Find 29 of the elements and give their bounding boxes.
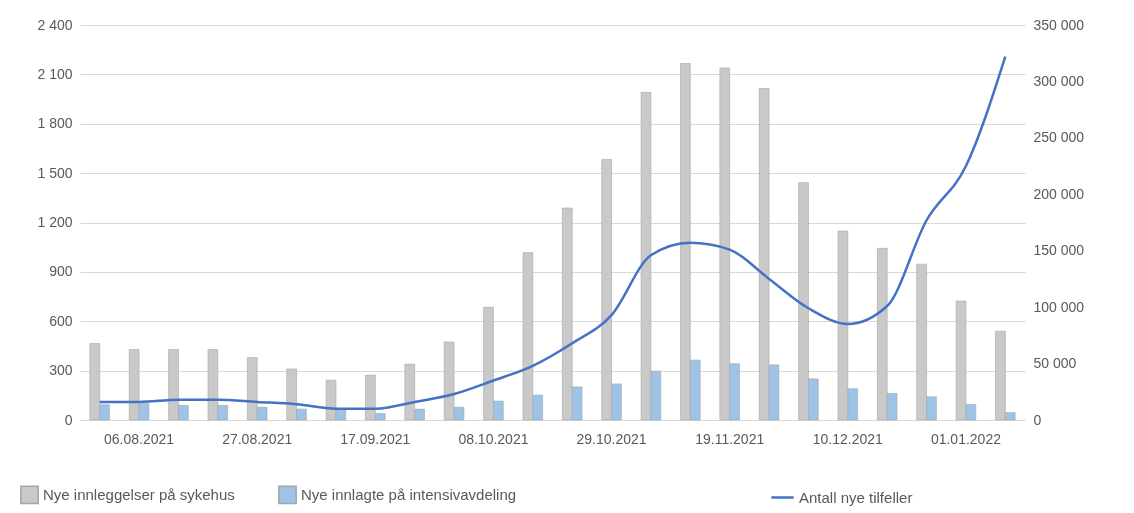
y-tick-label: 1 800 <box>37 115 73 132</box>
y2-tick-label: 0 <box>1033 411 1042 428</box>
y-tick-label: 2 400 <box>37 16 73 33</box>
x-tick-label: 19.11.2021 <box>695 430 765 447</box>
x-tick-label: 29.10.2021 <box>576 430 647 447</box>
y-tick-label: 1 500 <box>37 164 73 181</box>
x-tick-label: 06.08.2021 <box>104 430 175 447</box>
y-tick-label: 900 <box>49 263 73 280</box>
legend-label: Nye innleggelser på sykehus <box>43 485 235 503</box>
y2-tick-label: 100 000 <box>1033 298 1085 315</box>
y2-tick-label: 300 000 <box>1033 72 1085 89</box>
y-tick-label: 600 <box>49 312 73 329</box>
x-tick-label: 01.01.2022 <box>930 430 1002 447</box>
y-tick-label: 0 <box>64 411 73 428</box>
legend-label: Antall nye tilfeller <box>799 488 913 506</box>
x-tick-label: 17.09.2021 <box>340 430 411 447</box>
x-tick-label: 27.08.2021 <box>222 430 293 447</box>
y2-tick-label: 200 000 <box>1033 185 1085 202</box>
y2-tick-label: 250 000 <box>1033 129 1085 146</box>
legend-label: Nye innlagte på intensivavdeling <box>301 485 517 503</box>
y-tick-label: 1 200 <box>37 214 73 230</box>
y2-tick-label: 150 000 <box>1033 242 1085 259</box>
x-tick-label: 10.12.2021 <box>812 430 884 447</box>
line-series <box>98 55 1007 410</box>
y2-tick-label: 350 000 <box>1033 16 1085 33</box>
y2-tick-label: 50 000 <box>1033 355 1077 372</box>
y-tick-label: 300 <box>49 362 73 379</box>
x-tick-label: 08.10.2021 <box>458 430 529 447</box>
y-tick-label: 2 100 <box>37 65 73 82</box>
